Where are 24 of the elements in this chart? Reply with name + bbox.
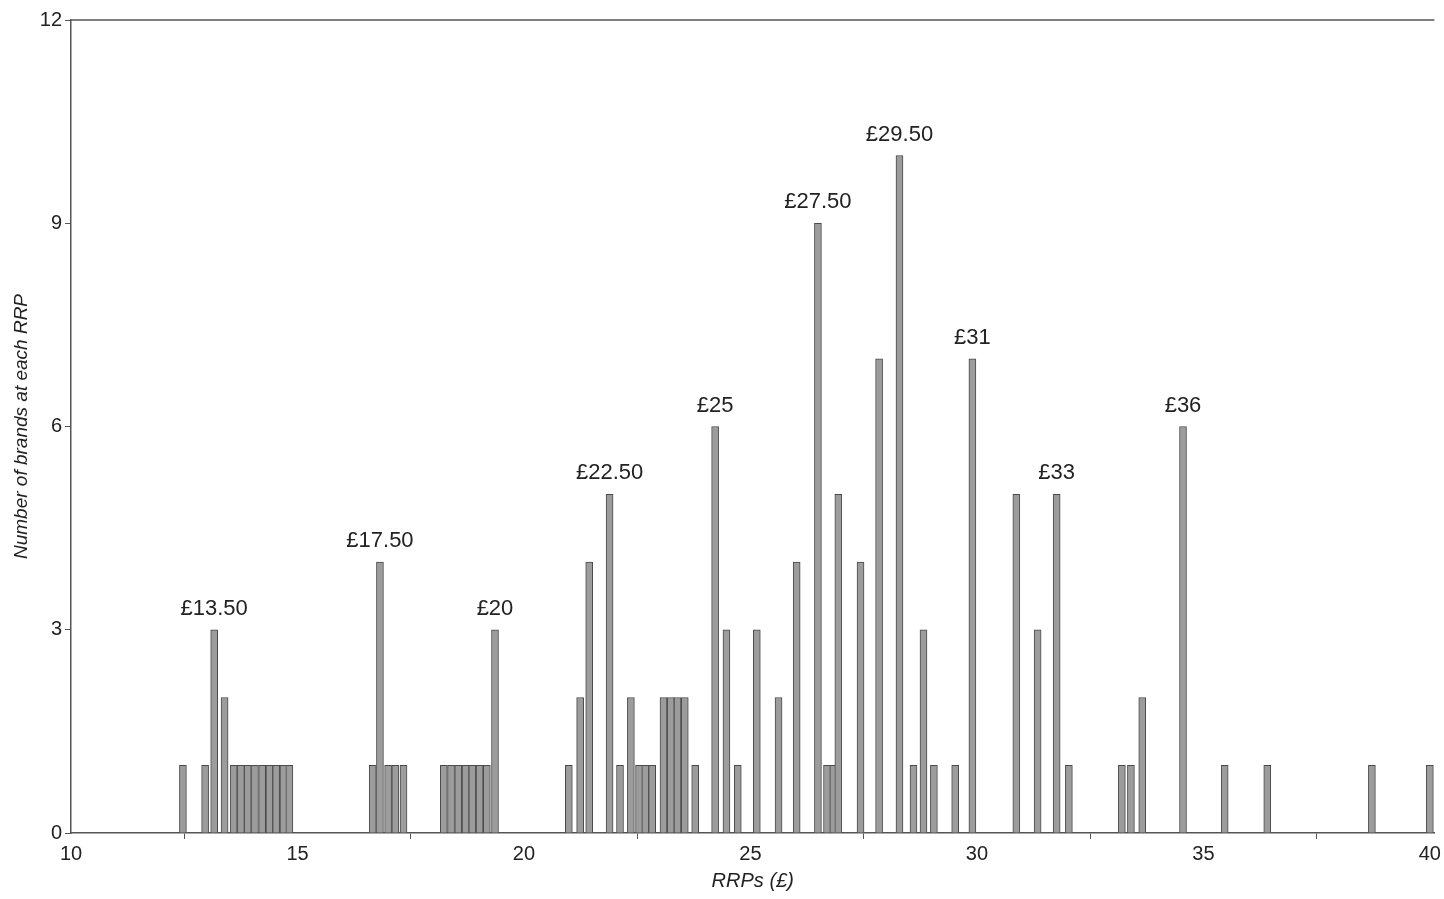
annotation: £22.50: [575, 459, 644, 485]
x-tick-label: 25: [739, 841, 762, 864]
annotation: £27.50: [784, 188, 852, 214]
annotation: £31: [954, 323, 991, 349]
x-tick-label: 15: [286, 841, 309, 864]
x-tick-label: 40: [1418, 841, 1441, 864]
annotation: £20: [476, 594, 514, 620]
y-tick-label: 6: [50, 414, 63, 437]
y-tick-label: 3: [50, 617, 63, 640]
x-axis-title: RRPs (£): [711, 868, 794, 891]
annotation: £36: [1164, 391, 1202, 417]
x-tick-label: 10: [59, 841, 83, 864]
x-tick-label: 20: [512, 841, 536, 864]
annotation: £17.50: [346, 527, 414, 553]
x-tick-label: 30: [965, 841, 989, 864]
annotation: £13.50: [180, 594, 248, 620]
y-tick-label: 0: [50, 820, 63, 843]
annotation: £25: [696, 391, 734, 417]
y-tick-label: 9: [50, 210, 63, 233]
y-tick-label: 12: [39, 7, 63, 30]
annotation: £33: [1038, 459, 1075, 485]
x-tick-label: 35: [1192, 841, 1215, 864]
annotation: £29.50: [865, 120, 934, 146]
y-axis-title: Number of brands at each RRP: [9, 293, 31, 560]
